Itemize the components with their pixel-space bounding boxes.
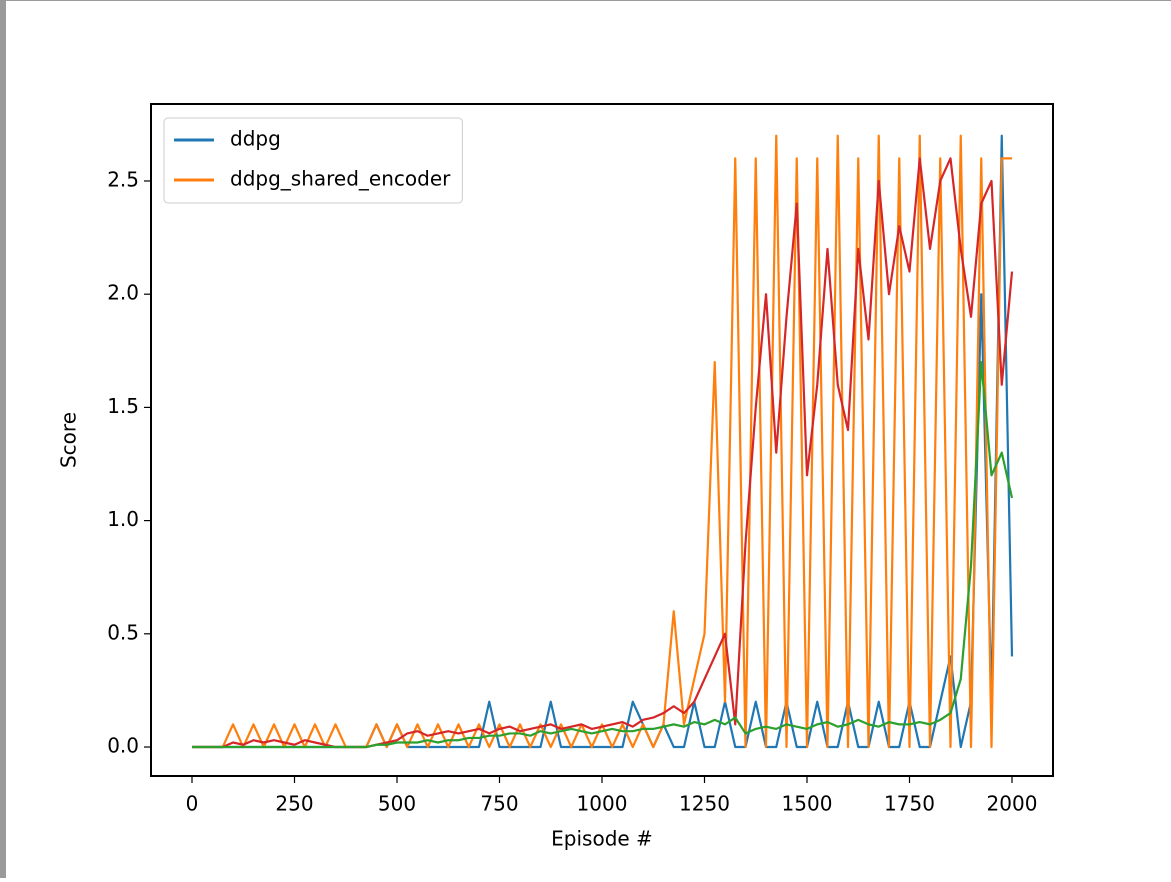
x-tick-label: 1750 bbox=[884, 792, 935, 816]
legend-box bbox=[163, 117, 463, 204]
x-tick-label: 750 bbox=[480, 792, 518, 816]
y-tick-label: 0.5 bbox=[107, 620, 139, 644]
y-tick-label: 1.0 bbox=[107, 507, 139, 531]
series-group bbox=[192, 134, 1014, 749]
legend: ddpg ddpg_shared_encoder bbox=[163, 117, 463, 204]
x-tick-label: 2000 bbox=[987, 792, 1038, 816]
x-tick-label: 1500 bbox=[782, 792, 833, 816]
legend-label: ddpg_shared_encoder bbox=[230, 167, 451, 191]
window-edge bbox=[0, 0, 1171, 1]
y-tick-label: 0.0 bbox=[107, 734, 139, 758]
y-tick-label: 2.0 bbox=[107, 281, 139, 305]
line-series bbox=[192, 157, 1014, 749]
axes-frame bbox=[150, 103, 1054, 777]
line-series bbox=[192, 134, 1012, 749]
y-tick-label: 1.5 bbox=[107, 394, 139, 418]
x-tick-label: 1250 bbox=[679, 792, 730, 816]
y-axis-label: Score bbox=[57, 412, 81, 468]
x-tick-label: 250 bbox=[275, 792, 313, 816]
line-series bbox=[192, 361, 1014, 749]
legend-label: ddpg bbox=[230, 127, 281, 151]
x-tick-label: 500 bbox=[378, 792, 416, 816]
x-axis-label: Episode # bbox=[551, 827, 653, 851]
x-tick-label: 1000 bbox=[577, 792, 628, 816]
y-tick-label: 2.5 bbox=[107, 167, 139, 191]
x-tick-label: 0 bbox=[186, 792, 199, 816]
window-edge bbox=[0, 0, 6, 878]
